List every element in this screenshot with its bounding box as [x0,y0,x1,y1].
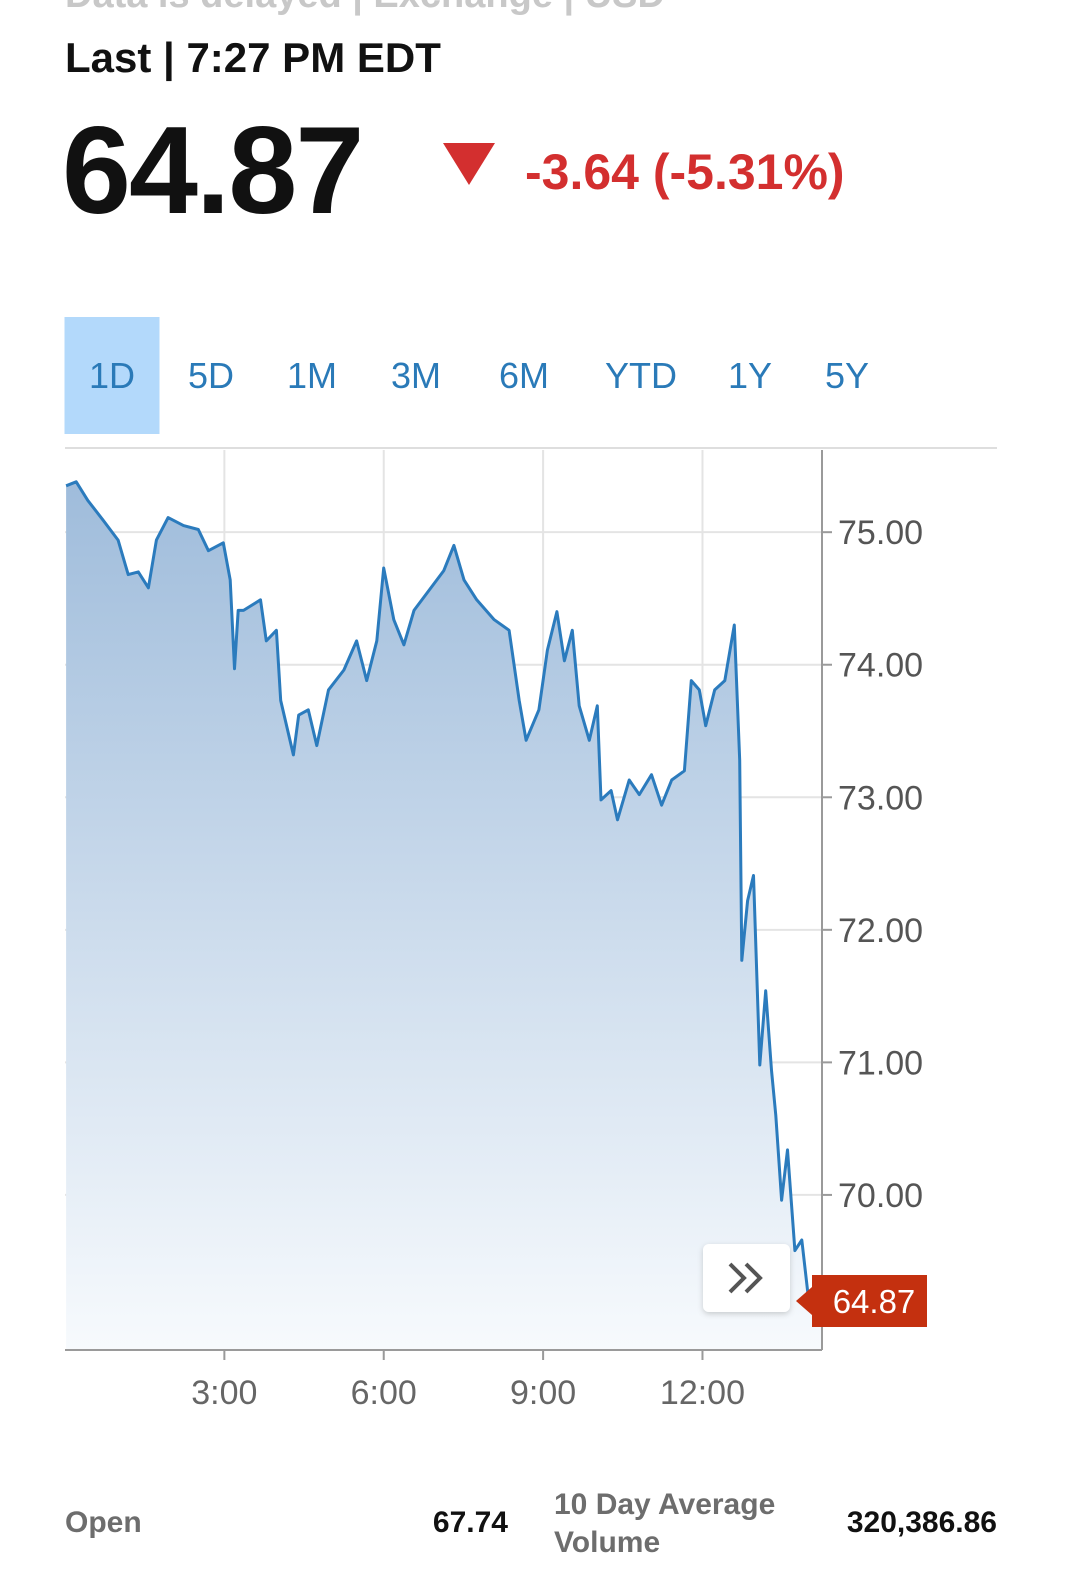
y-tick-label: 73.00 [838,779,923,817]
last-price: 64.87 [62,102,364,240]
range-tab[interactable]: 1D [64,317,160,434]
x-tick-label: 12:00 [660,1374,745,1412]
range-tab[interactable]: 3M [390,355,442,396]
y-tick-label: 72.00 [838,912,923,950]
y-tick-label: 74.00 [838,647,923,685]
delay-notice: Data is delayed | Exchange | USD [65,0,665,17]
y-tick-label: 75.00 [838,514,923,552]
stat-label: 10 Day Average Volume [554,1488,776,1559]
chevron-icon [728,1262,763,1294]
range-tab[interactable]: 1M [286,355,338,396]
x-tick-label: 6:00 [351,1374,417,1412]
stat-value: 320,386.86 [846,1506,997,1539]
range-tab[interactable]: YTD [605,355,677,396]
price-change: -3.64 (-5.31%) [525,144,845,200]
x-tick-label: 3:00 [191,1374,257,1412]
x-tick-label: 9:00 [510,1374,576,1412]
last-price-label: 64.87 [833,1283,916,1320]
price-line [65,480,824,1312]
scroll-button[interactable] [703,1244,790,1312]
y-tick-label: 71.00 [838,1044,923,1082]
stat-value: 67.74 [432,1506,508,1539]
last-price-badge [796,1274,927,1327]
range-tab[interactable]: 1Y [727,355,773,396]
stat-label: Open [65,1506,142,1539]
down-arrow [443,143,495,185]
area-fill [66,481,823,1350]
range-tab[interactable]: 6M [498,355,550,396]
last-time: Last | 7:27 PM EDT [65,34,441,81]
range-tab[interactable]: 5D [187,355,235,396]
y-tick-label: 70.00 [838,1177,923,1215]
range-tabs: 1D 5D 1M 3M 6M YTD 1Y 5Y [64,317,895,434]
range-tab[interactable]: 5Y [824,355,870,396]
